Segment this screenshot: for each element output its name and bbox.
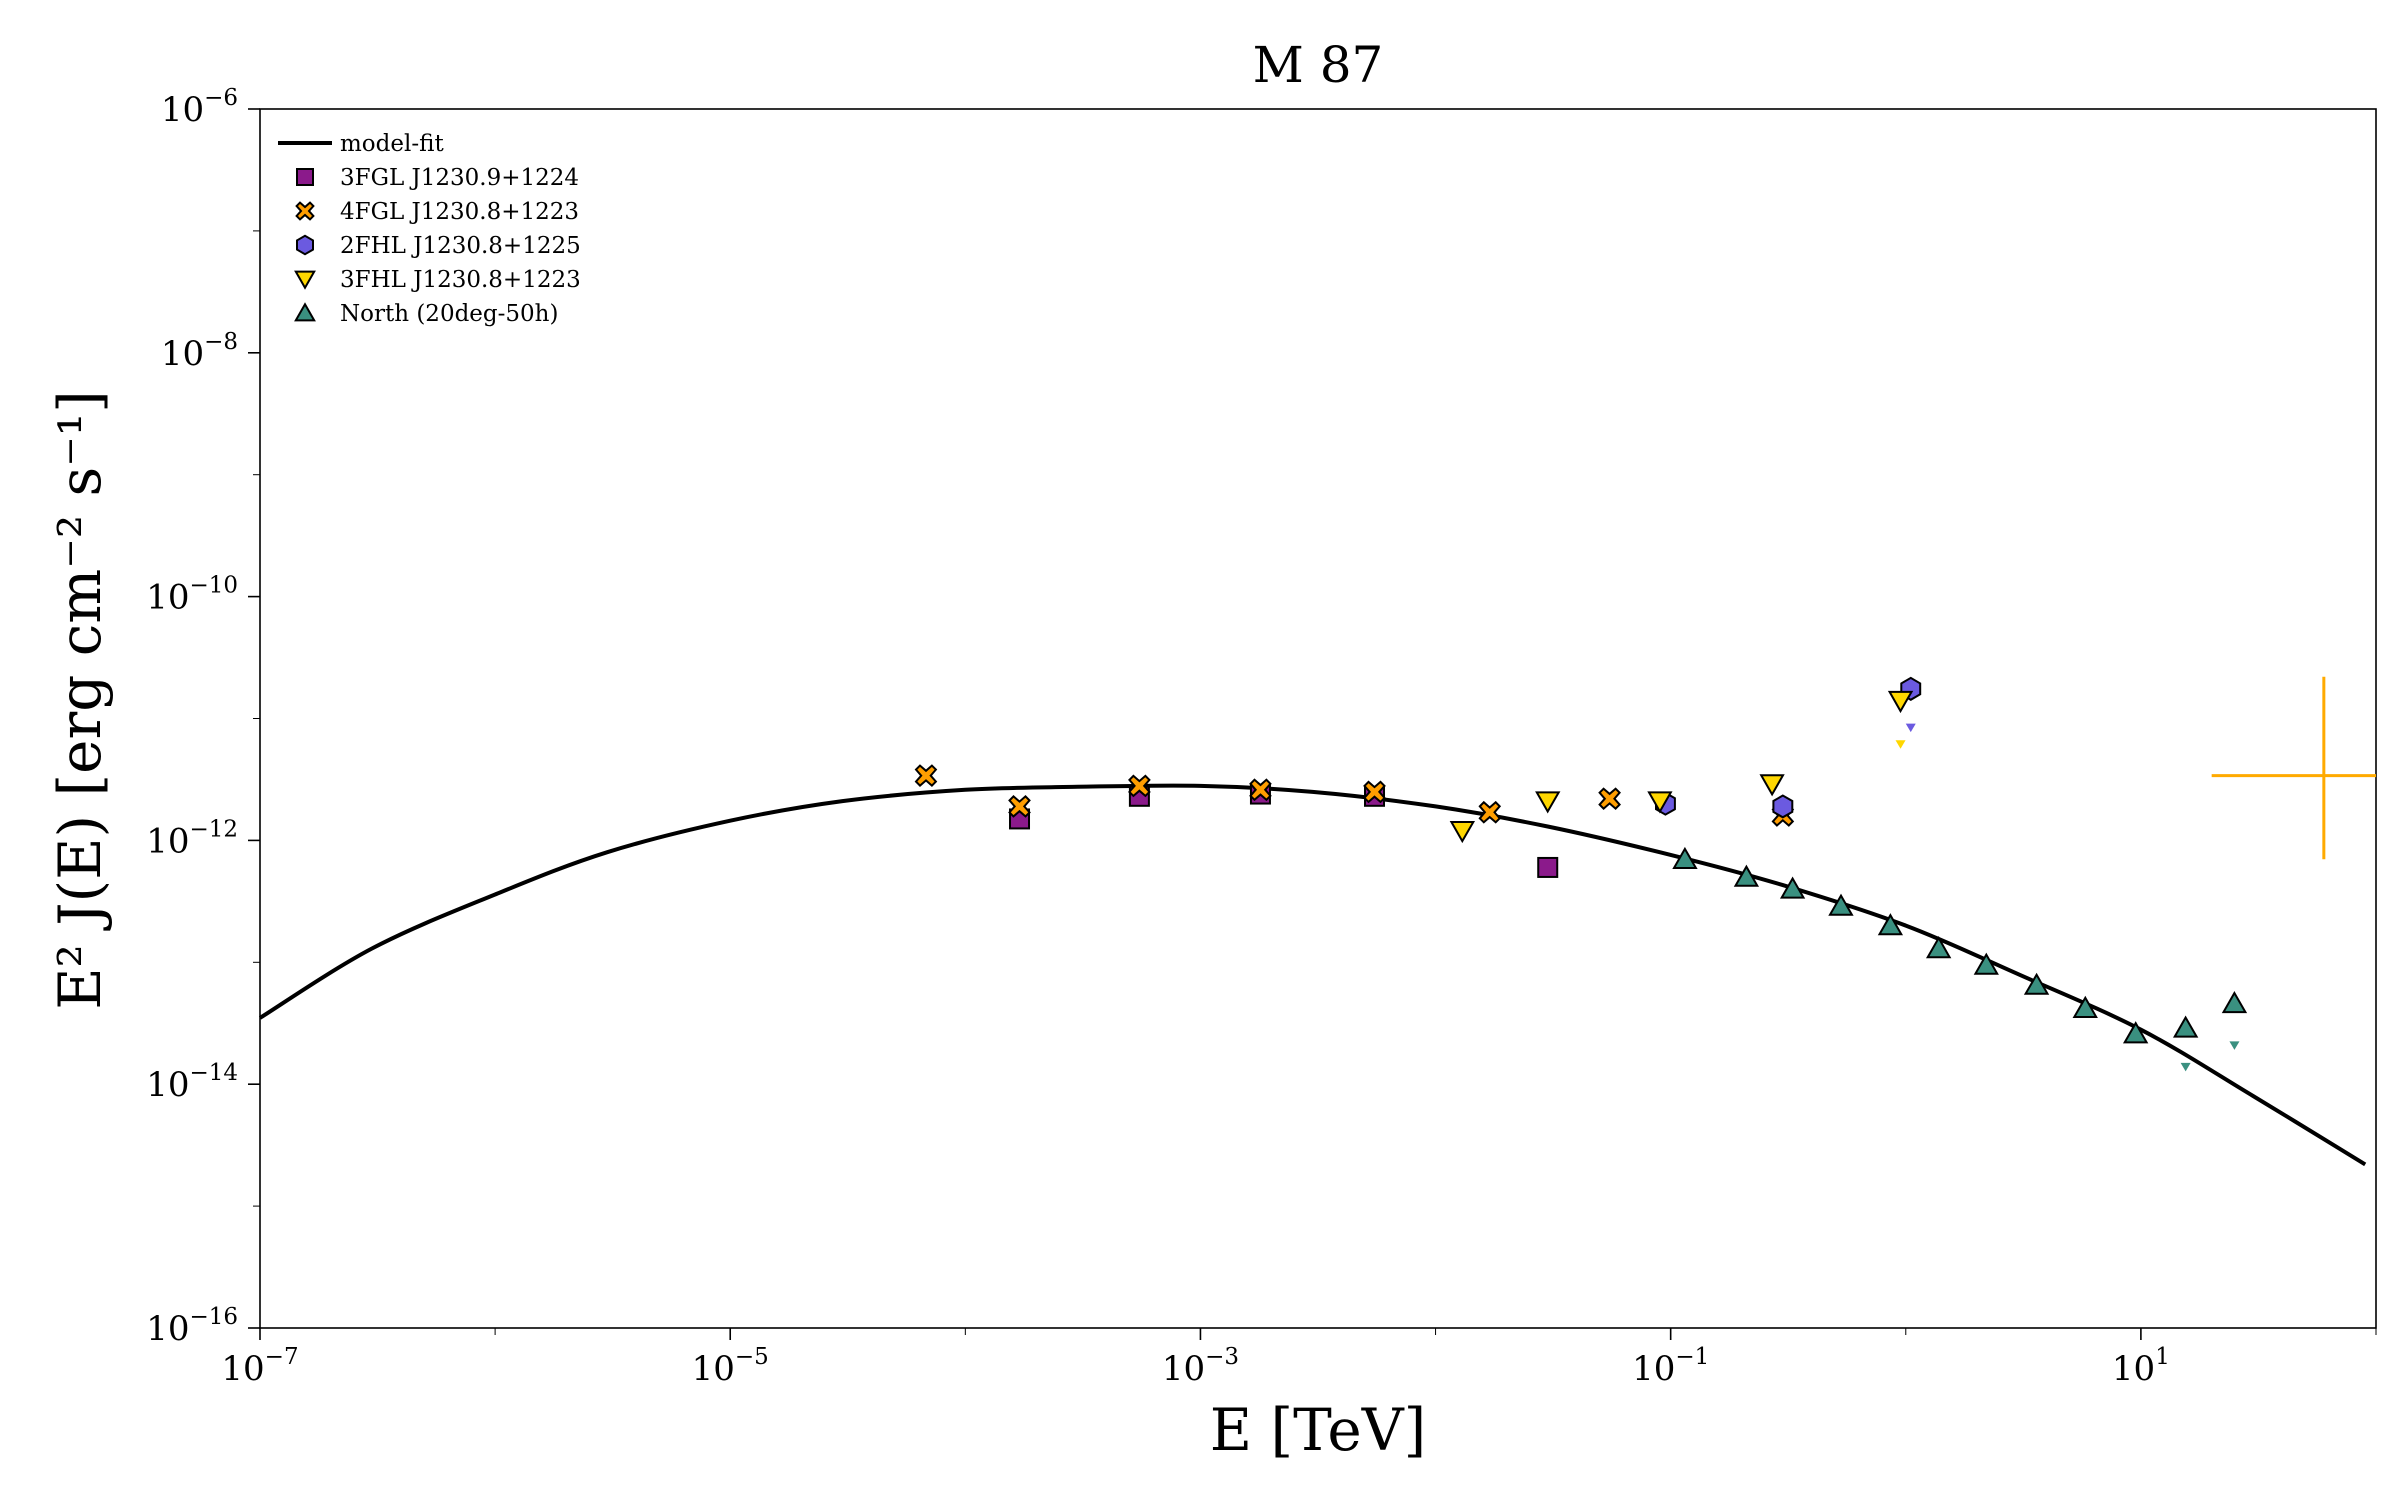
legend-label: 3FGL J1230.9+1224	[340, 165, 579, 191]
data-point	[1672, 846, 1698, 869]
series-2	[1655, 676, 1922, 819]
legend-entry-3: 2FHL J1230.8+1225	[296, 233, 581, 259]
data-point	[1733, 864, 1760, 887]
data-points	[914, 676, 2248, 1072]
data-point	[1759, 774, 1785, 797]
upper-limit-marker	[1895, 740, 1906, 749]
upper-limit-marker	[2180, 1062, 2191, 1072]
legend-label: 2FHL J1230.8+1225	[340, 233, 581, 259]
model-fit-line	[258, 783, 2367, 1167]
legend-entry-5: North (20deg-50h)	[294, 301, 558, 327]
upper-limit-marker	[1905, 723, 1916, 733]
data-point	[2122, 1021, 2149, 1044]
data-point	[1598, 787, 1621, 810]
legend-marker	[296, 234, 314, 256]
data-point	[1478, 800, 1502, 824]
series-4	[1672, 846, 2248, 1072]
axis-ticks: 10−7 10−5 10−3 10−1 101 10−6 10−8 10−10 10−12 10−…	[146, 85, 2377, 1389]
legend-marker	[296, 168, 314, 186]
x-tick-label-1: 10−5	[692, 1344, 769, 1389]
legend-label: 4FGL J1230.8+1223	[340, 199, 579, 225]
y-tick-label-2: 10−10	[146, 573, 238, 618]
data-point	[1877, 913, 1904, 936]
y-axis-label: E² J(E) [erg cm⁻² s⁻¹]	[46, 390, 114, 1010]
series-0	[1009, 783, 1559, 878]
x-tick-label-4: 101	[2112, 1344, 2170, 1389]
legend-label: model-fit	[340, 131, 444, 157]
data-point	[1363, 780, 1386, 804]
data-point	[1647, 791, 1673, 814]
data-point	[1887, 690, 1914, 714]
y-tick-label-5: 10−16	[146, 1304, 238, 1349]
error-cross	[2211, 676, 2376, 860]
x-tick-label-0: 10−7	[221, 1344, 298, 1389]
legend: model-fit 3FGL J1230.9+1224 4FGL J1230.8+1…	[278, 131, 581, 327]
data-point	[2072, 995, 2098, 1018]
legend-marker	[295, 201, 315, 221]
y-tick-label-4: 10−14	[146, 1060, 238, 1105]
legend-entry-0: model-fit	[278, 131, 444, 157]
model-fit-group	[258, 783, 2367, 1167]
x-axis-label: E [TeV]	[1210, 1396, 1426, 1464]
y-tick-label-0: 10−6	[161, 85, 238, 130]
x-tick-label-3: 10−1	[1632, 1344, 1709, 1389]
legend-marker	[294, 270, 316, 290]
data-point	[1772, 794, 1794, 819]
legend-entry-2: 4FGL J1230.8+1223	[295, 199, 579, 225]
chart-title: M 87	[1253, 36, 1384, 94]
data-point	[1973, 952, 1999, 975]
data-point	[2023, 972, 2050, 995]
legend-entry-4: 3FHL J1230.8+1223	[294, 267, 581, 293]
y-tick-label-3: 10−12	[146, 816, 238, 861]
data-point	[2221, 990, 2248, 1014]
data-point	[1925, 935, 1952, 959]
series-3	[1449, 690, 1914, 844]
data-point	[1008, 795, 1031, 818]
x-tick-label-2: 10−3	[1162, 1344, 1239, 1389]
annotations	[2211, 676, 2376, 860]
y-tick-label-1: 10−8	[161, 329, 238, 374]
data-point	[1449, 821, 1476, 844]
legend-label: 3FHL J1230.8+1223	[340, 267, 581, 293]
data-point	[1537, 856, 1559, 878]
legend-label: North (20deg-50h)	[340, 301, 558, 327]
data-point	[1535, 791, 1561, 814]
data-point	[1779, 876, 1806, 899]
upper-limit-marker	[2229, 1041, 2240, 1050]
legend-marker	[294, 302, 316, 322]
data-point	[1128, 774, 1151, 798]
data-point	[2172, 1015, 2199, 1038]
data-point	[914, 764, 938, 787]
legend-entry-1: 3FGL J1230.9+1224	[296, 165, 579, 191]
data-point	[1828, 893, 1854, 916]
data-point	[1249, 778, 1272, 802]
